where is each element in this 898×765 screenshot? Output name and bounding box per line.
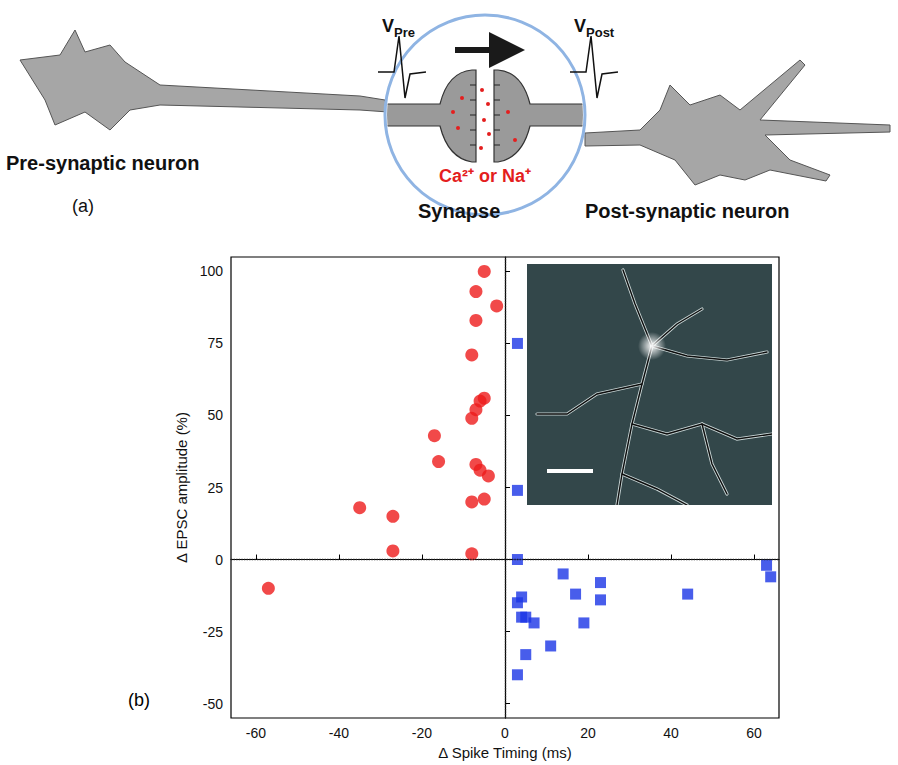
svg-text:100: 100 (200, 263, 224, 279)
svg-text:VPost: VPost (574, 16, 615, 40)
svg-text:60: 60 (746, 725, 762, 741)
svg-text:0: 0 (501, 725, 509, 741)
svg-text:-50: -50 (203, 696, 223, 712)
svg-text:0: 0 (215, 552, 223, 568)
svg-text:-40: -40 (329, 725, 349, 741)
svg-text:Post-synaptic neuron: Post-synaptic neuron (585, 200, 789, 222)
svg-text:40: 40 (663, 725, 679, 741)
svg-text:Ca²⁺ or Na⁺: Ca²⁺ or Na⁺ (439, 166, 531, 186)
svg-text:-25: -25 (203, 624, 223, 640)
svg-text:50: 50 (207, 407, 223, 423)
svg-text:VPre: VPre (382, 16, 415, 40)
svg-text:Δ EPSC amplitude (%): Δ EPSC amplitude (%) (173, 412, 190, 563)
svg-text:75: 75 (207, 335, 223, 351)
svg-text:20: 20 (580, 725, 596, 741)
svg-text:(a): (a) (72, 196, 94, 216)
svg-text:Pre-synaptic neuron: Pre-synaptic neuron (6, 152, 199, 174)
svg-text:Synapse: Synapse (418, 200, 500, 222)
svg-text:-60: -60 (246, 725, 266, 741)
svg-text:25: 25 (207, 480, 223, 496)
svg-text:Δ Spike Timing (ms): Δ Spike Timing (ms) (438, 744, 571, 761)
svg-text:-20: -20 (412, 725, 432, 741)
html-text:(b): (b) (128, 690, 150, 710)
